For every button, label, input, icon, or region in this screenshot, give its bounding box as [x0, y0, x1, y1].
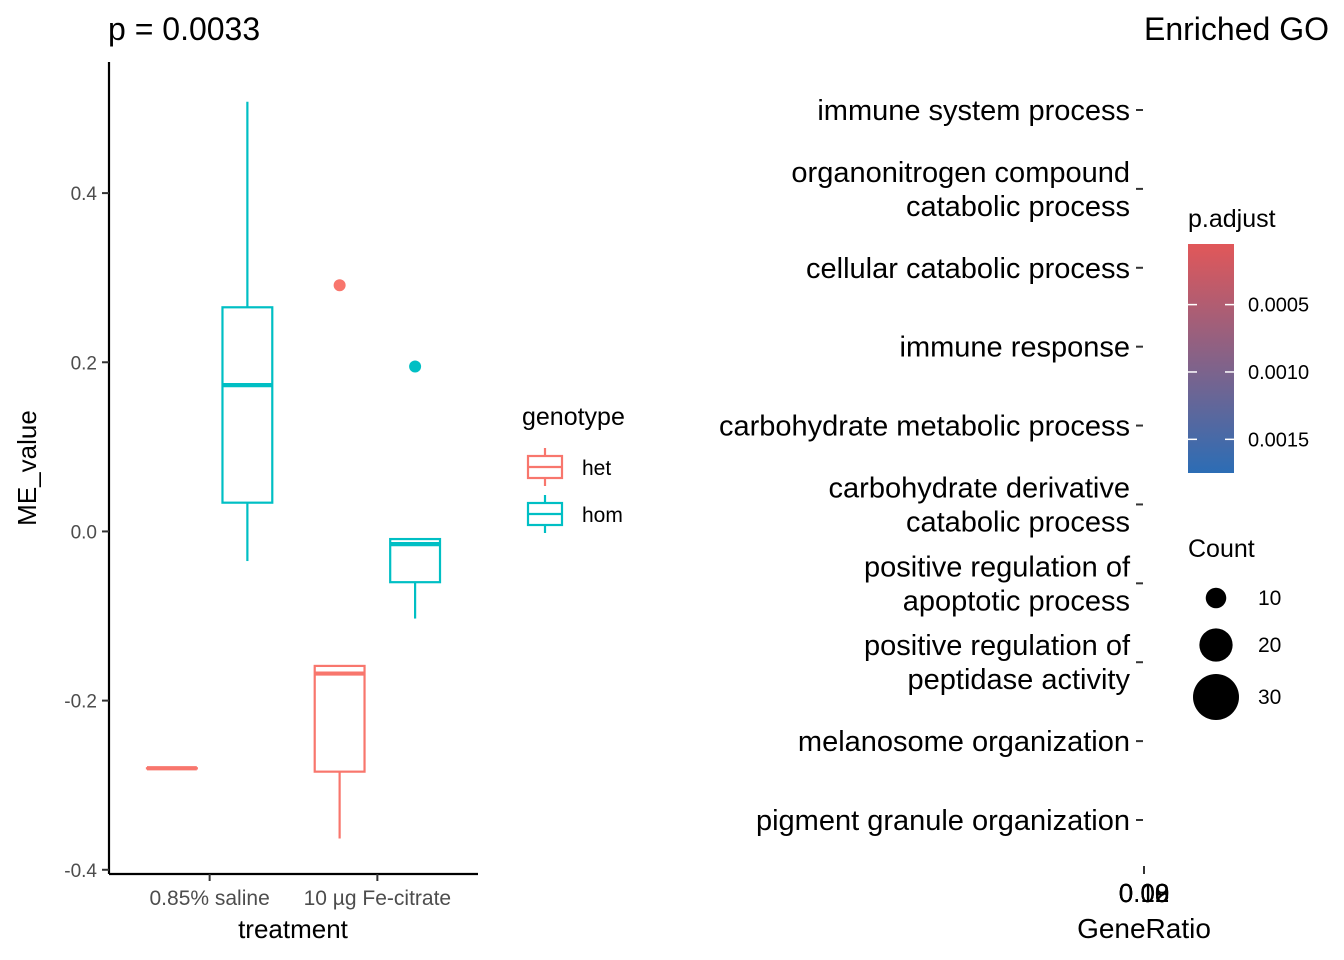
boxplot-panel: p = 0.0033 -0.4 -0.2 0.0 0.2 0.4 0.85% salin…	[12, 11, 478, 944]
genotype-legend-keys: het hom	[526, 448, 623, 533]
boxplot-title: p = 0.0033	[108, 11, 260, 47]
box-iqr	[389, 537, 442, 584]
dotplot-title: Enriched GO	[1144, 11, 1329, 47]
padjust-ticks: 0.0005 0.0010 0.0015	[1188, 295, 1309, 451]
go-term: positive regulation of peptidase activity	[864, 630, 1143, 696]
count-dot	[1193, 674, 1239, 720]
y-tick-label: 0.2	[71, 353, 97, 374]
dotplot-x-tick-label: 0.10	[1119, 878, 1170, 908]
padjust-tick-label: 0.0010	[1248, 362, 1309, 384]
go-term-label: pigment granule organization	[756, 805, 1130, 837]
count-key: 10	[1205, 587, 1281, 610]
legend-label: het	[582, 457, 611, 480]
boxplot-x-label: treatment	[238, 914, 349, 944]
go-term: carbohydrate metabolic process	[719, 411, 1143, 443]
count-dot	[1199, 628, 1233, 662]
dotplot-x-axis: 0.020.080.090.10	[1119, 866, 1170, 908]
boxplot-marks	[145, 101, 442, 839]
count-dot	[1205, 587, 1227, 609]
dotplot-x-tick-label: 0.09	[1119, 878, 1170, 908]
count-key: 30	[1193, 674, 1281, 720]
legend-key-het: het	[526, 448, 611, 486]
y-tick-label: 0.0	[71, 522, 97, 543]
go-term-label: carbohydrate metabolic process	[719, 411, 1130, 443]
box-iqr	[313, 664, 366, 773]
go-term: immune response	[900, 332, 1143, 364]
count-key: 20	[1199, 628, 1281, 662]
go-term-label: immune system process	[817, 95, 1130, 127]
go-term-label: positive regulation of peptidase activity	[864, 630, 1131, 696]
count-label: 20	[1258, 634, 1281, 657]
legend-key-hom: hom	[526, 495, 623, 533]
go-term-label: carbohydrate derivative catabolic process	[829, 472, 1130, 538]
dotplot-x-tick-label: 0.08	[1119, 878, 1170, 908]
go-term: carbohydrate derivative catabolic process	[829, 472, 1143, 538]
outlier-point	[333, 279, 346, 292]
boxplot-y-label: ME_value	[12, 410, 42, 526]
padjust-legend-title: p.adjust	[1188, 205, 1276, 233]
boxplot-x-axis: 0.85% saline 10 µg Fe-citrate	[109, 872, 478, 910]
x-tick-label: 10 µg Fe-citrate	[304, 887, 452, 910]
legend-label: hom	[582, 504, 623, 527]
go-term: pigment granule organization	[756, 805, 1143, 837]
go-term-label: immune response	[900, 332, 1131, 364]
go-term-axis: immune system process organonitrogen comp…	[719, 95, 1143, 837]
y-tick-label: 0.4	[71, 184, 98, 205]
padjust-tick-label: 0.0015	[1248, 429, 1309, 451]
go-term: immune system process	[817, 95, 1143, 127]
padjust-colorbar	[1188, 244, 1234, 473]
go-term-label: melanosome organization	[798, 726, 1130, 758]
count-legend: Count 10 20 30	[1188, 535, 1281, 720]
go-term-label: positive regulation of apoptotic process	[864, 551, 1131, 617]
go-term-label: cellular catabolic process	[806, 253, 1130, 285]
outlier-point	[409, 360, 422, 373]
box-hom-0	[221, 101, 274, 562]
y-tick-label: -0.2	[64, 692, 97, 713]
count-legend-title: Count	[1188, 535, 1255, 563]
go-term-label: organonitrogen compound catabolic process	[791, 157, 1130, 223]
dotplot-panel: Enriched GO immune system process organon…	[719, 11, 1329, 944]
count-label: 30	[1258, 686, 1281, 709]
genotype-legend-title: genotype	[522, 403, 625, 431]
padjust-tick-label: 0.0005	[1248, 295, 1309, 317]
padjust-legend: p.adjust 0.0005 0.0010 0.0015	[1188, 205, 1309, 473]
box-het-1	[313, 279, 366, 839]
go-term: positive regulation of apoptotic process	[864, 551, 1143, 617]
box-hom-1	[389, 360, 442, 619]
dotplot-x-label: GeneRatio	[1077, 913, 1211, 944]
genotype-legend: genotype het hom	[522, 403, 625, 533]
y-tick-label: -0.4	[64, 861, 97, 882]
boxplot-y-axis: -0.4 -0.2 0.0 0.2 0.4	[64, 62, 111, 882]
go-term: cellular catabolic process	[806, 253, 1143, 285]
x-tick-label: 0.85% saline	[150, 887, 270, 910]
go-term: organonitrogen compound catabolic process	[791, 157, 1143, 223]
count-label: 10	[1258, 587, 1281, 610]
count-legend-keys: 10 20 30	[1193, 587, 1281, 720]
go-term: melanosome organization	[798, 726, 1143, 758]
box-iqr	[221, 306, 274, 504]
dotplot-x-tick-label: 0.02	[1119, 878, 1170, 908]
